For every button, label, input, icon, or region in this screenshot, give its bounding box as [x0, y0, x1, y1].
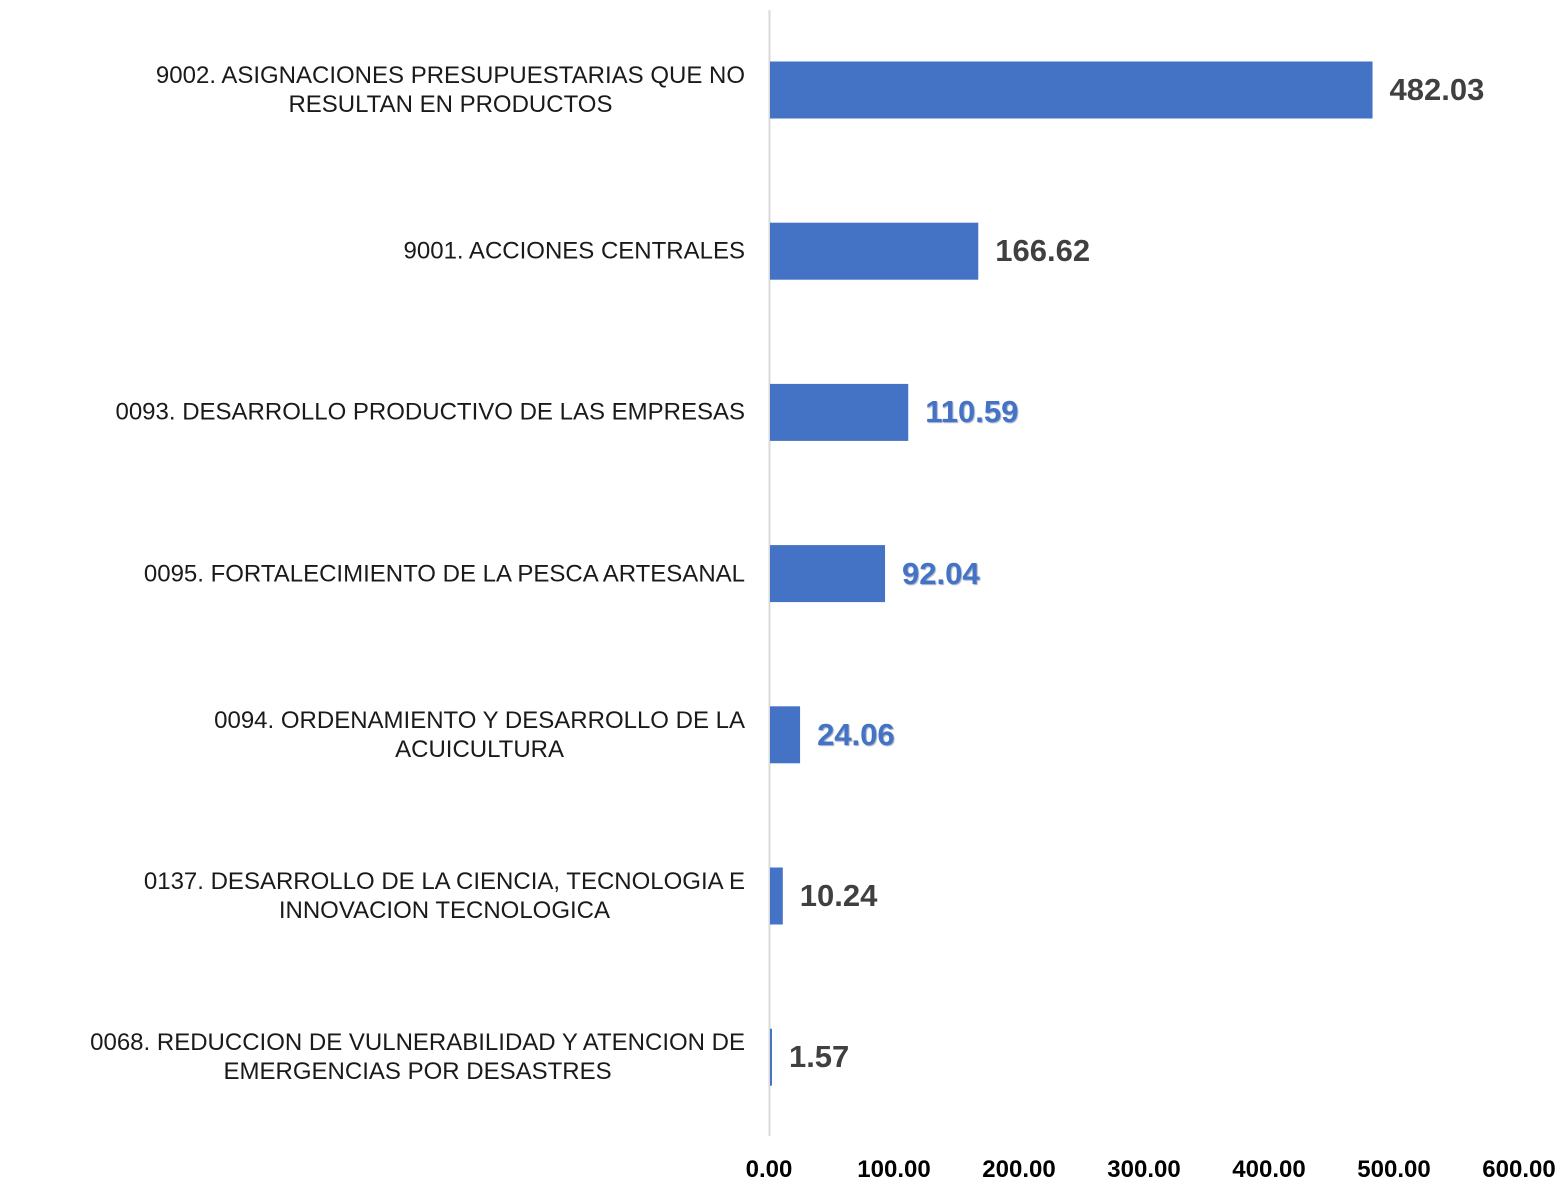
y-tick-label: 9002. ASIGNACIONES PRESUPUESTARIAS QUE N… — [155, 62, 745, 118]
bar — [770, 867, 783, 925]
value-label: 482.03 — [1389, 72, 1485, 107]
x-tick-label: 0.00 — [745, 1156, 793, 1183]
y-tick-label: 0094. ORDENAMIENTO Y DESARROLLO DE LA AC… — [214, 706, 745, 763]
y-tick-label: 0137. DESARROLLO DE LA CIENCIA, TECNOLOG… — [143, 868, 745, 924]
bar — [770, 545, 886, 603]
x-tick-label: 100.00 — [857, 1156, 931, 1183]
x-tick-label: 500.00 — [1357, 1156, 1431, 1183]
y-tick-label: 0093. DESARROLLO PRODUCTIVO DE LAS EMPRE… — [115, 398, 745, 426]
x-tick-label: 300.00 — [1107, 1156, 1181, 1183]
value-label: 92.04 — [902, 555, 980, 591]
value-label: 110.59 — [925, 394, 1019, 430]
bar — [770, 383, 909, 441]
bar — [770, 706, 801, 764]
value-label: 166.62 — [995, 233, 1091, 269]
bar — [770, 61, 1373, 119]
value-label: 24.06 — [817, 716, 895, 752]
value-label: 1.57 — [788, 1039, 850, 1075]
y-tick-label: 0095. FORTALECIMIENTO DE LA PESCA ARTESA… — [143, 560, 745, 588]
bar — [770, 1028, 772, 1086]
x-tick-label: 600.00 — [1482, 1156, 1556, 1183]
x-tick-label: 400.00 — [1232, 1156, 1306, 1183]
y-tick-label: 9001. ACCIONES CENTRALES — [403, 237, 745, 265]
x-tick-label: 200.00 — [982, 1156, 1056, 1183]
y-tick-label: 0068. REDUCCION DE VULNERABILIDAD Y ATEN… — [90, 1029, 745, 1086]
bar — [770, 222, 979, 280]
value-label: 10.24 — [799, 878, 878, 913]
